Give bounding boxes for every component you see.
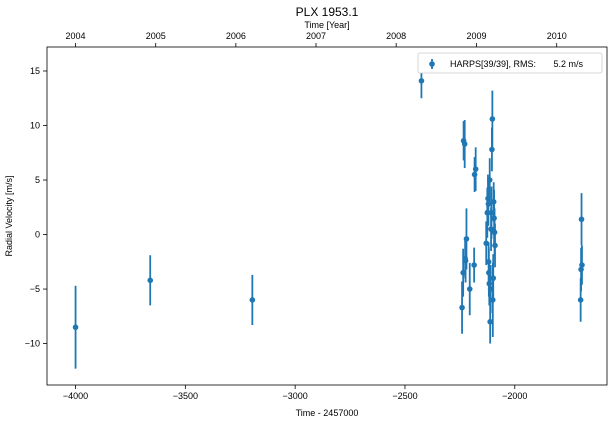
- data-point: [418, 78, 425, 84]
- chart-title: PLX 1953.1: [296, 5, 359, 19]
- y-tick-label: 10: [30, 121, 40, 131]
- data-point: [472, 166, 479, 172]
- top-tick-label: 2004: [66, 31, 86, 41]
- x-tick-label: −2000: [502, 391, 527, 401]
- y-tick-label: 5: [35, 175, 40, 185]
- x-tick-label: −2500: [392, 391, 417, 401]
- data-point: [459, 304, 465, 311]
- y-tick-label: 0: [35, 230, 40, 240]
- data-point: [489, 116, 496, 122]
- data-point: [72, 324, 79, 331]
- legend-marker-point: [429, 61, 435, 67]
- data-point: [492, 242, 498, 249]
- y-tick-label: −10: [25, 339, 40, 349]
- top-tick-label: 2006: [226, 31, 246, 41]
- data-point: [579, 262, 585, 268]
- x-tick-label: −3500: [173, 391, 198, 401]
- bottom-x-axis: −4000 −3500 −3000 −2500 −2000: [63, 385, 527, 401]
- x-tick-label: −4000: [63, 391, 88, 401]
- top-tick-label: 2008: [386, 31, 406, 41]
- legend-series-label: HARPS[39/39], RMS: 5.2 m/s: [450, 59, 584, 69]
- data-point: [578, 216, 585, 223]
- data-point: [249, 297, 256, 303]
- x-tick-label: −3000: [283, 391, 308, 401]
- x-axis-label: Time - 2457000: [296, 408, 359, 418]
- data-point: [462, 255, 468, 262]
- data-point: [147, 277, 154, 284]
- top-tick-label: 2009: [467, 31, 487, 41]
- plot-frame: [46, 46, 608, 386]
- top-tick-label: 2007: [306, 31, 326, 41]
- data-point: [490, 275, 497, 281]
- data-point: [486, 177, 493, 183]
- top-tick-label: 2010: [547, 31, 567, 41]
- data-point: [577, 297, 584, 303]
- data-point: [483, 240, 490, 247]
- data-point: [485, 201, 492, 207]
- y-tick-label: 15: [30, 66, 40, 76]
- data-point: [461, 141, 468, 147]
- data-point: [485, 258, 492, 265]
- legend-box: [417, 52, 603, 74]
- top-tick-label: 2005: [146, 31, 166, 41]
- data-point: [487, 318, 493, 325]
- top-x-axis-label: Time [Year]: [304, 20, 349, 30]
- data-point: [471, 262, 477, 268]
- top-x-axis: 2004 2005 2006 2007 2008 2009 2010: [66, 31, 567, 47]
- data-points: [72, 63, 585, 369]
- legend: HARPS[39/39], RMS: 5.2 m/s: [417, 52, 603, 74]
- data-point: [466, 286, 473, 292]
- y-tick-label: −5: [30, 284, 40, 294]
- data-point: [489, 146, 495, 153]
- y-axis-label: Radial Velocity [m/s]: [4, 175, 14, 256]
- y-axis: −10 −5 0 5 10 15: [25, 66, 47, 349]
